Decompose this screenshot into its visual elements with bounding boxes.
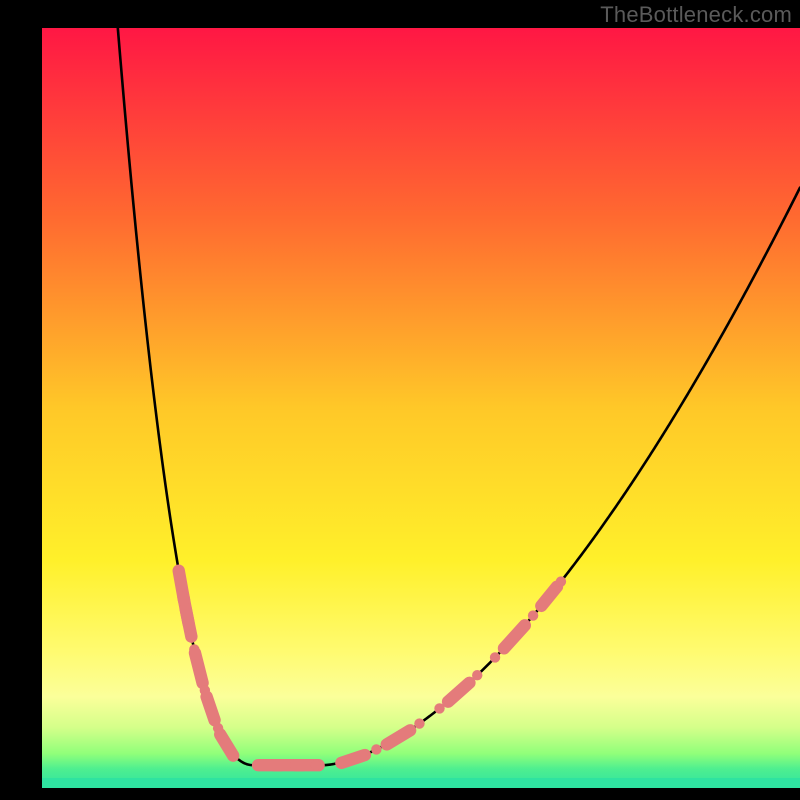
curve-marker-dash bbox=[341, 755, 365, 763]
curve-marker-dash bbox=[195, 653, 203, 683]
chart-container: TheBottleneck.com bbox=[0, 0, 800, 800]
bottleneck-curve-chart bbox=[0, 0, 800, 800]
curve-marker-dot bbox=[186, 630, 196, 640]
curve-marker-dot bbox=[371, 744, 381, 754]
curve-marker-dot bbox=[472, 670, 482, 680]
curve-marker-dot bbox=[310, 760, 320, 770]
curve-marker-dot bbox=[414, 718, 424, 728]
bottom-green-band bbox=[42, 778, 800, 788]
curve-marker-dot bbox=[556, 576, 566, 586]
curve-marker-dot bbox=[528, 610, 538, 620]
curve-marker-dash bbox=[207, 697, 215, 720]
curve-marker-dot bbox=[490, 652, 500, 662]
watermark-text: TheBottleneck.com bbox=[600, 2, 792, 28]
